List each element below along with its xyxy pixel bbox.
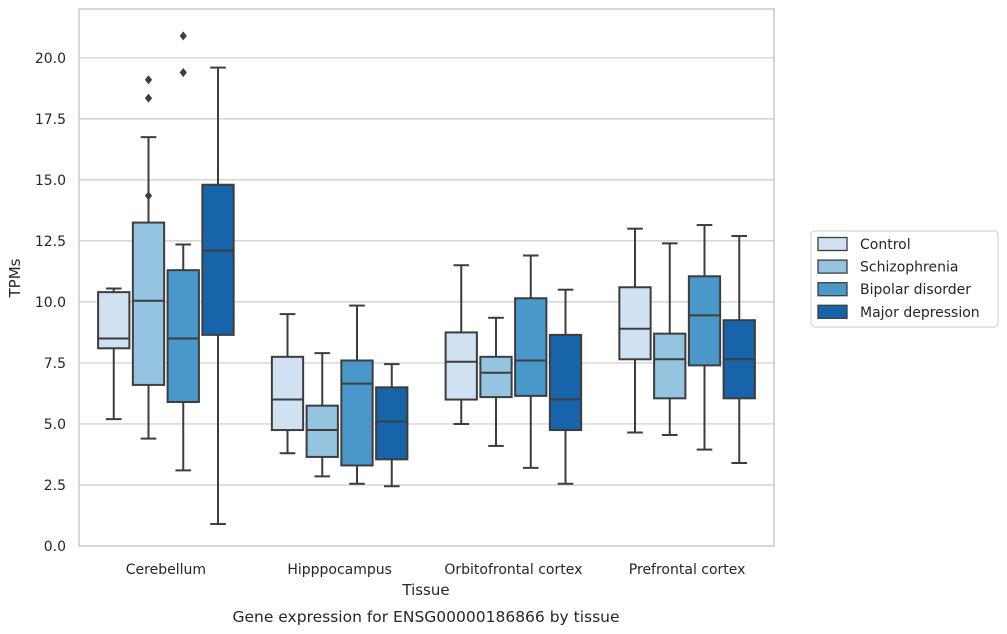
box-2-1 — [479, 316, 513, 447]
box-2-2 — [514, 254, 548, 469]
outlier-point — [144, 93, 153, 103]
box-0-0 — [97, 287, 131, 421]
box-body — [131, 221, 166, 386]
box-body — [97, 291, 131, 350]
box-body — [444, 331, 478, 401]
outlier-point — [179, 67, 187, 77]
x-tick-labels: Cerebellum Hipppocampus Orbitofrontal cort… — [126, 562, 746, 578]
box-1-1 — [305, 352, 339, 478]
x-axis-title: Tissue — [401, 581, 449, 599]
box-body — [479, 355, 513, 399]
box-0-1 — [131, 75, 166, 440]
outlier-point — [144, 75, 153, 85]
box-2-0 — [444, 264, 478, 425]
box-1-2 — [340, 304, 374, 485]
box-body — [375, 386, 409, 461]
legend-frame — [810, 230, 999, 328]
x-tick-label: Hipppocampus — [287, 562, 392, 578]
box-body — [687, 275, 722, 367]
legend-swatch — [817, 304, 848, 319]
box-body — [618, 286, 652, 361]
legend: Control Schizophrenia Bipolar disorder Majo… — [810, 230, 999, 328]
outlier-point — [144, 191, 153, 201]
x-tick-label: Orbitofrontal cortex — [444, 562, 582, 578]
legend-label: Schizophrenia — [860, 260, 958, 276]
box-3-2 — [687, 224, 722, 451]
box-0-2 — [166, 31, 200, 472]
box-body — [166, 269, 200, 403]
box-3-3 — [722, 235, 756, 465]
x-tick-label: Prefrontal cortex — [629, 562, 746, 578]
y-tick-label: 20.0 — [35, 51, 66, 67]
y-tick-label: 2.5 — [44, 478, 66, 494]
plot-frame — [78, 8, 775, 547]
legend-swatch — [817, 282, 848, 297]
box-body — [514, 297, 548, 397]
box-body — [653, 332, 687, 400]
y-tick-label: 7.5 — [44, 356, 66, 372]
box-3-1 — [653, 242, 687, 436]
y-tick-label: 17.5 — [35, 112, 66, 128]
y-tick-label: 0.0 — [44, 539, 66, 555]
y-tick-label: 10.0 — [35, 295, 66, 311]
box-2-3 — [548, 288, 583, 485]
box-1-0 — [270, 313, 305, 455]
legend-label: Bipolar disorder — [860, 282, 971, 298]
y-tick-labels: 0.0 2.5 5.0 7.5 10.0 12.5 15.0 17.5 20.0 — [35, 51, 66, 555]
box-body — [270, 355, 305, 432]
box-3-0 — [618, 227, 652, 434]
y-tick-label: 5.0 — [44, 417, 66, 433]
box-body — [548, 333, 583, 432]
legend-label: Control — [860, 237, 911, 253]
y-tick-label: 12.5 — [35, 234, 66, 250]
y-tick-label: 15.0 — [35, 173, 66, 189]
box-0-3 — [201, 66, 235, 526]
legend-swatch — [817, 236, 848, 252]
box-body — [201, 183, 235, 336]
boxes-layer — [97, 31, 756, 526]
outlier-point — [179, 31, 187, 41]
legend-label: Major depression — [860, 305, 980, 321]
x-tick-label: Cerebellum — [126, 562, 206, 578]
chart-caption: Gene expression for ENSG00000186866 by t… — [232, 608, 619, 626]
box-body — [340, 359, 374, 467]
box-1-3 — [375, 363, 409, 488]
legend-swatch — [817, 259, 848, 274]
y-axis-title: TPMs — [6, 258, 24, 298]
box-body — [305, 404, 339, 458]
